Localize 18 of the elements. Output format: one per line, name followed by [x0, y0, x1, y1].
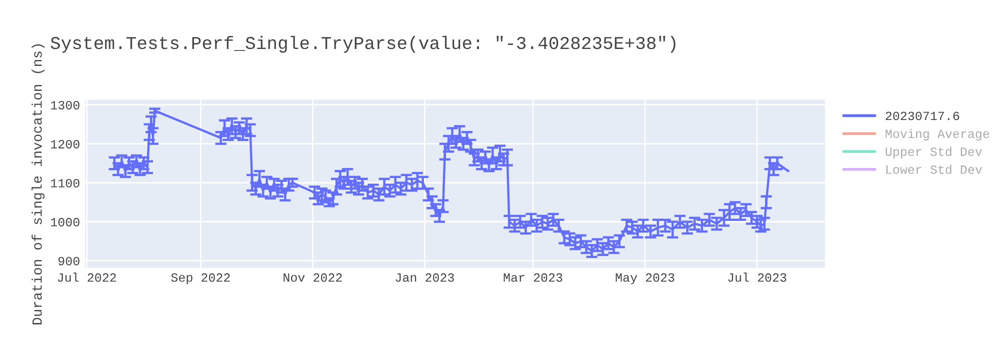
y-tick-label: 1100: [51, 178, 80, 188]
legend-label: Lower Std Dev: [886, 164, 982, 174]
x-tick-label: Jul 2023: [728, 272, 786, 282]
y-tick-label: 1200: [51, 140, 80, 148]
chart-title: System.Tests.Perf_Single.TryParse(value: "-3.4028235E+38"): [50, 36, 676, 53]
x-tick-label: Jul 2022: [58, 272, 116, 282]
x-tick-label: Nov 2022: [284, 273, 342, 282]
y-axis-title: Duration of single invocation (ns): [32, 44, 45, 324]
y-tick-label: 1300: [51, 100, 80, 110]
x-tick-label: Jan 2023: [396, 273, 454, 282]
legend-label: Upper Std Dev: [886, 146, 982, 158]
legend-label: 20230717.6: [886, 112, 960, 120]
y-tick-label: 900: [58, 256, 80, 266]
y-tick-label: 1000: [51, 218, 80, 226]
x-tick-label: Sep 2022: [171, 273, 230, 284]
x-tick-label: Mar 2023: [504, 273, 562, 282]
x-tick-label: May 2023: [616, 273, 674, 284]
legend-label: Moving Average: [886, 128, 990, 141]
